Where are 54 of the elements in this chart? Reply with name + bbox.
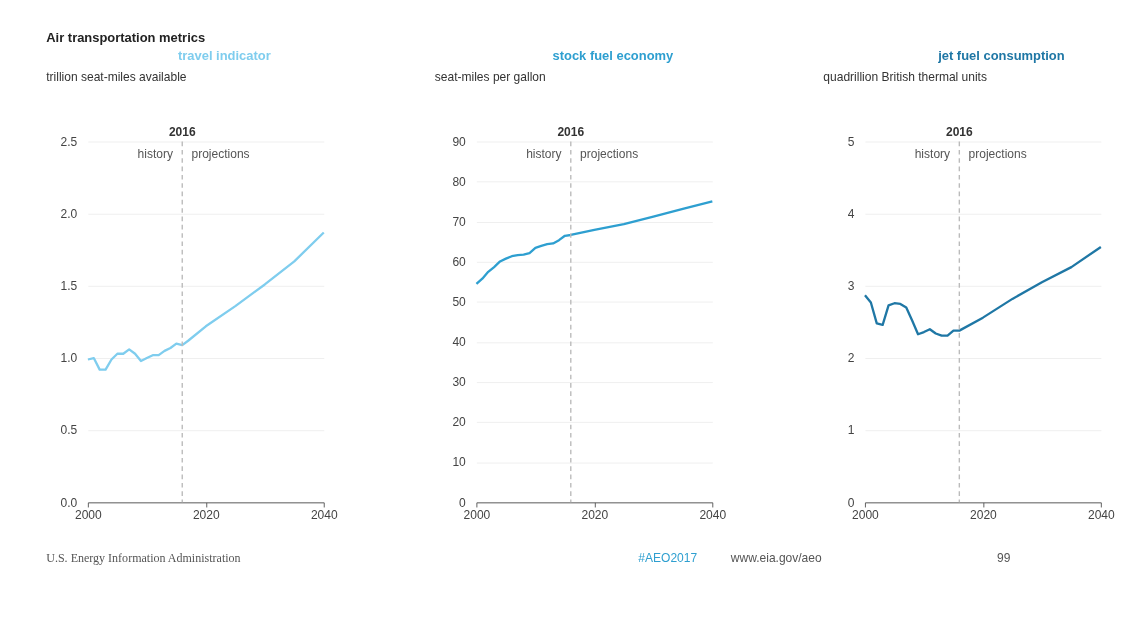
y-tick-label: 10 xyxy=(452,455,467,470)
y-tick-label: 4 xyxy=(847,206,855,221)
y-tick-label: 3 xyxy=(847,279,855,294)
y-tick-label: 0 xyxy=(847,495,855,510)
y-axis-title: trillion seat-miles available xyxy=(46,69,187,84)
x-tick-label: 2000 xyxy=(463,507,491,522)
y-tick-label: 0.0 xyxy=(60,495,78,510)
y-axis-title: seat-miles per gallon xyxy=(434,69,546,84)
y-tick-label: 50 xyxy=(452,295,467,310)
text: www.eia.gov/aeo xyxy=(729,550,822,565)
y-tick-label: 1.0 xyxy=(60,351,78,366)
annotation: projections xyxy=(191,147,250,162)
y-tick-label: 2 xyxy=(847,351,855,366)
y-tick-label: 1.5 xyxy=(60,279,78,294)
y-tick-label: 5 xyxy=(847,134,855,149)
line-series xyxy=(475,200,714,286)
line-series xyxy=(86,231,325,371)
x-tick-label: 2020 xyxy=(970,507,998,522)
y-tick-label: 0 xyxy=(459,495,467,510)
y-axis-title: quadrillion British thermal units xyxy=(823,69,987,84)
y-tick-label: 30 xyxy=(452,375,467,390)
annotation: projections xyxy=(580,147,639,162)
y-tick-label: 40 xyxy=(452,335,467,350)
x-tick-label: 2040 xyxy=(1087,507,1116,522)
text: stock fuel economy xyxy=(552,48,675,64)
x-tick-label: 2000 xyxy=(852,507,880,522)
ref-line-label: 2016 xyxy=(945,125,974,140)
y-tick-label: 60 xyxy=(452,255,467,270)
text: travel indicator xyxy=(177,48,271,64)
annotation: history xyxy=(137,147,173,162)
annotation: history xyxy=(526,147,562,162)
ref-line-label: 2016 xyxy=(557,125,585,140)
x-tick-label: 2040 xyxy=(699,507,727,522)
x-tick-label: 2020 xyxy=(192,507,220,522)
y-tick-label: 90 xyxy=(452,134,467,149)
y-tick-label: 2.5 xyxy=(60,134,78,149)
line-series xyxy=(863,245,1103,337)
y-tick-label: 1 xyxy=(847,423,855,438)
x-tick-label: 2000 xyxy=(74,507,103,522)
y-tick-label: 0.5 xyxy=(60,423,78,438)
y-tick-label: 80 xyxy=(452,174,467,189)
chart-title: Air transportation metrics xyxy=(46,29,206,45)
x-tick-label: 2040 xyxy=(310,507,338,522)
x-tick-label: 2020 xyxy=(581,507,609,522)
ref-line-label: 2016 xyxy=(168,125,196,140)
y-tick-label: 20 xyxy=(452,415,467,430)
y-tick-label: 2.0 xyxy=(60,206,78,221)
text: 99 xyxy=(997,550,1011,565)
y-tick-label: 70 xyxy=(452,214,467,229)
annotation: projections xyxy=(968,147,1027,162)
text: #AEO2017 xyxy=(638,550,698,565)
text: U.S. Energy Information Administration xyxy=(46,550,241,565)
annotation: history xyxy=(914,147,951,162)
text: jet fuel consumption xyxy=(937,48,1065,64)
